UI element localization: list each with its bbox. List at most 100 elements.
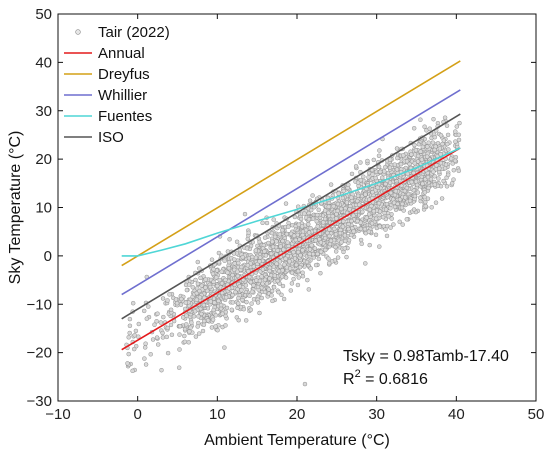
scatter-point <box>278 244 283 249</box>
x-tick-label: −10 <box>45 406 70 423</box>
y-tick-label: −10 <box>27 296 52 313</box>
scatter-point <box>269 230 275 236</box>
scatter-point <box>427 126 432 131</box>
scatter-point <box>353 164 359 169</box>
scatter-point <box>164 334 170 340</box>
scatter-point <box>306 222 311 227</box>
scatter-point <box>394 146 400 151</box>
scatter-point <box>165 298 170 303</box>
scatter-point <box>418 195 423 201</box>
scatter-point <box>130 300 136 306</box>
scatter-point <box>432 147 437 153</box>
scatter-point <box>342 246 348 251</box>
scatter-point <box>296 275 302 280</box>
scatter-point <box>196 314 201 319</box>
scatter-point <box>456 132 462 138</box>
scatter-point <box>205 318 211 323</box>
scatter-point <box>379 175 385 180</box>
scatter-point <box>315 251 320 257</box>
scatter-point <box>444 123 450 128</box>
scatter-point <box>262 235 268 240</box>
scatter-point <box>401 153 406 158</box>
scatter-point <box>395 155 400 161</box>
scatter-point <box>386 214 391 219</box>
scatter-point <box>243 283 249 288</box>
scatter-point <box>364 215 369 220</box>
scatter-point <box>333 249 339 254</box>
scatter-point <box>418 117 423 122</box>
scatter-point <box>371 208 377 214</box>
scatter-point <box>431 169 436 174</box>
x-axis-label: Ambient Temperature (°C) <box>204 432 390 449</box>
scatter-point <box>257 310 262 316</box>
scatter-point <box>201 322 207 328</box>
scatter-point <box>216 250 222 256</box>
scatter-point <box>308 266 313 271</box>
scatter-point <box>127 323 133 329</box>
scatter-point <box>411 207 417 212</box>
scatter-point <box>136 321 142 327</box>
scatter-point <box>257 239 262 245</box>
scatter-point <box>132 333 137 338</box>
scatter-point <box>218 302 224 308</box>
scatter-point <box>263 253 269 258</box>
scatter-point <box>184 287 190 293</box>
scatter-point <box>190 285 196 290</box>
scatter-point <box>296 222 302 227</box>
scatter-point <box>351 213 356 218</box>
scatter-point <box>196 331 202 336</box>
scatter-point <box>241 306 247 312</box>
scatter-point <box>295 282 301 288</box>
scatter-point <box>332 226 337 232</box>
scatter-point <box>304 259 310 265</box>
scatter-point <box>230 292 235 298</box>
scatter-point <box>283 256 288 261</box>
scatter-point <box>383 227 388 232</box>
scatter-point <box>155 342 161 347</box>
scatter-point <box>236 295 241 301</box>
scatter-point <box>179 296 184 302</box>
scatter-point <box>284 231 290 237</box>
scatter-point <box>302 381 308 387</box>
scatter-point <box>383 207 389 212</box>
scatter-point <box>235 301 241 306</box>
scatter-point <box>126 335 131 340</box>
scatter-point <box>404 158 410 164</box>
scatter-point <box>235 305 240 311</box>
scatter-point <box>219 290 225 296</box>
scatter-point <box>167 292 172 297</box>
scatter-point <box>349 171 355 177</box>
scatter-point <box>322 216 328 222</box>
scatter-point <box>344 254 349 260</box>
y-tick-label: −30 <box>27 393 52 410</box>
scatter-point <box>293 237 299 243</box>
scatter-point <box>168 322 174 328</box>
scatter-point <box>446 147 451 152</box>
scatter-point <box>342 233 348 238</box>
scatter-point <box>340 195 346 201</box>
scatter-point <box>142 356 147 361</box>
scatter-point <box>307 251 312 257</box>
scatter-point <box>200 328 206 334</box>
scatter-point <box>298 253 303 258</box>
scatter-point <box>376 164 382 170</box>
scatter-point <box>415 190 421 195</box>
scatter-point <box>253 248 259 253</box>
scatter-point <box>297 264 303 270</box>
scatter-point <box>165 325 171 331</box>
scatter-point <box>183 300 189 305</box>
scatter-point <box>176 365 182 370</box>
scatter-point <box>450 161 455 166</box>
scatter-point <box>418 149 423 154</box>
scatter-point <box>453 154 459 160</box>
scatter-point <box>275 278 280 284</box>
legend-label-annual: Annual <box>98 45 145 62</box>
scatter-point <box>278 264 283 269</box>
scatter-point <box>349 218 354 224</box>
y-tick-label: 50 <box>35 6 52 23</box>
scatter-point <box>444 184 450 189</box>
scatter-point <box>281 247 286 252</box>
scatter-point <box>431 116 436 122</box>
scatter-point <box>283 201 289 206</box>
